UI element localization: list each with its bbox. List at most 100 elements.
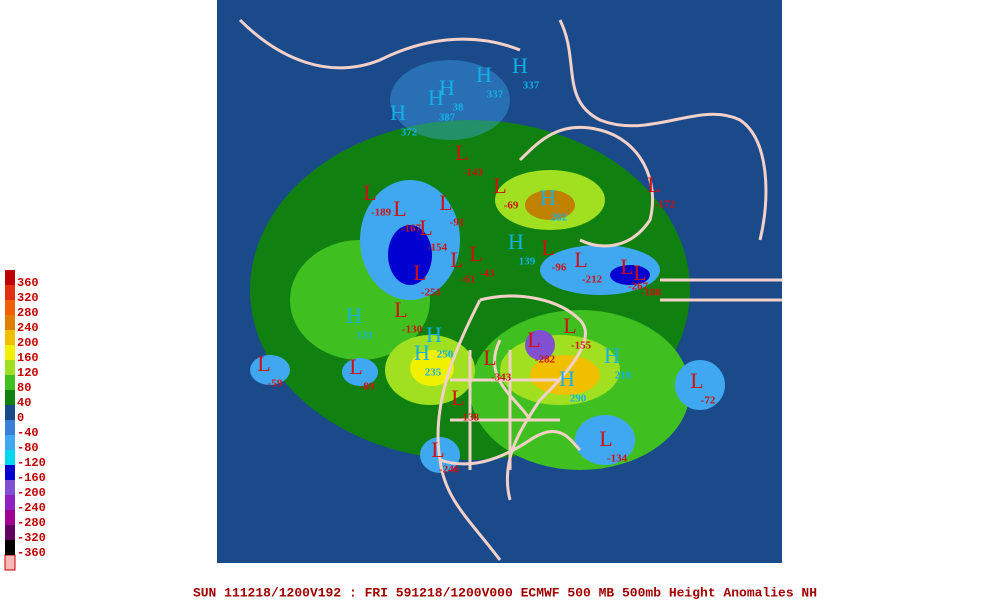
legend-swatch [5,330,15,345]
map-background [217,0,782,563]
marker-letter: L [469,241,482,266]
marker-value: -134 [607,453,628,465]
legend-label: 160 [17,351,39,365]
marker-letter: H [604,343,620,368]
marker-letter: H [426,322,442,347]
legend-swatch [5,285,15,300]
marker-letter: L [493,173,506,198]
marker-value: -154 [427,242,448,254]
legend-swatch [5,435,15,450]
legend-swatch [5,270,15,285]
marker-letter: L [541,235,554,260]
marker-value: -59 [268,378,283,390]
footer: SUN 111218/1200V192 : FRI 591218/1200V00… [193,585,817,600]
marker-value: 387 [439,112,456,124]
legend-swatch [5,300,15,315]
marker-value: 38 [453,102,465,114]
legend-swatch [5,540,15,555]
legend-label: -160 [17,471,46,485]
marker-letter: H [428,85,444,110]
marker-value: -189 [371,207,392,219]
legend-swatch [5,405,15,420]
marker-value: 372 [401,127,418,139]
legend-swatch [5,390,15,405]
marker-value: -212 [582,274,603,286]
legend-swatch [5,375,15,390]
legend-label: 120 [17,366,39,380]
legend-label: 360 [17,276,39,290]
legend-swatch [5,480,15,495]
marker-letter: L [394,297,407,322]
marker-letter: H [512,53,528,78]
marker-value: -130 [402,324,423,336]
marker-letter: L [349,354,362,379]
marker-value: 282 [551,212,568,224]
legend-label: -240 [17,501,46,515]
marker-value: -61 [461,274,476,286]
marker-value: 337 [523,80,540,92]
marker-value: 131 [357,330,374,342]
marker-value: -267 [628,281,649,293]
marker-letter: H [508,229,524,254]
legend-label: 0 [17,411,24,425]
color-legend: 36032028024020016012080400-40-80-120-160… [4,270,46,571]
legend-label: -40 [17,426,39,440]
legend-label: -120 [17,456,46,470]
legend-swatch [5,510,15,525]
marker-letter: H [559,366,575,391]
marker-letter: L [439,190,452,215]
marker-letter: L [483,345,496,370]
marker-letter: L [363,180,376,205]
legend-swatch [5,345,15,360]
marker-letter: L [431,437,444,462]
marker-value: 235 [425,367,442,379]
marker-letter: L [563,313,576,338]
marker-letter: H [346,303,362,328]
marker-letter: L [413,260,426,285]
legend-label: 240 [17,321,39,335]
legend-label: -360 [17,546,46,560]
legend-swatch [4,554,16,571]
legend-label: -200 [17,486,46,500]
marker-letter: L [257,351,270,376]
marker-letter: H [414,340,430,365]
marker-value: -96 [552,262,567,274]
legend-swatch [5,465,15,480]
marker-value: -188 [641,287,662,299]
marker-value: -282 [535,354,556,366]
legend-label: 200 [17,336,39,350]
marker-letter: L [647,172,660,197]
legend-label: -80 [17,441,39,455]
legend-swatch [5,495,15,510]
marker-value: -72 [701,395,716,407]
marker-letter: L [455,140,468,165]
marker-letter: L [451,385,464,410]
legend-swatch [5,360,15,375]
marker-letter: L [419,215,432,240]
marker-letter: H [439,75,455,100]
marker-letter: L [599,426,612,451]
marker-value: -138 [459,412,480,424]
marker-value: -343 [491,372,512,384]
marker-value: -246 [439,464,460,476]
marker-value: -172 [655,199,676,211]
marker-letter: L [690,368,703,393]
marker-value: -69 [504,200,519,212]
marker-value: -91 [450,217,465,229]
marker-letter: H [476,62,492,87]
pressure-markers: H 282 H 218 H 290 H 235 H 250 H 131 L -155 L -282 L -130 L… [257,53,716,475]
marker-letter: H [540,185,556,210]
legend-swatch [5,420,15,435]
marker-value: -155 [571,340,592,352]
legend-swatch [5,525,15,540]
marker-value: 218 [615,370,632,382]
marker-value: -251 [421,287,441,299]
marker-letter: L [527,327,540,352]
marker-value: 290 [570,393,587,405]
marker-letter: L [450,247,463,272]
legend-swatch [5,315,15,330]
legend-label: -280 [17,516,46,530]
legend-label: 280 [17,306,39,320]
